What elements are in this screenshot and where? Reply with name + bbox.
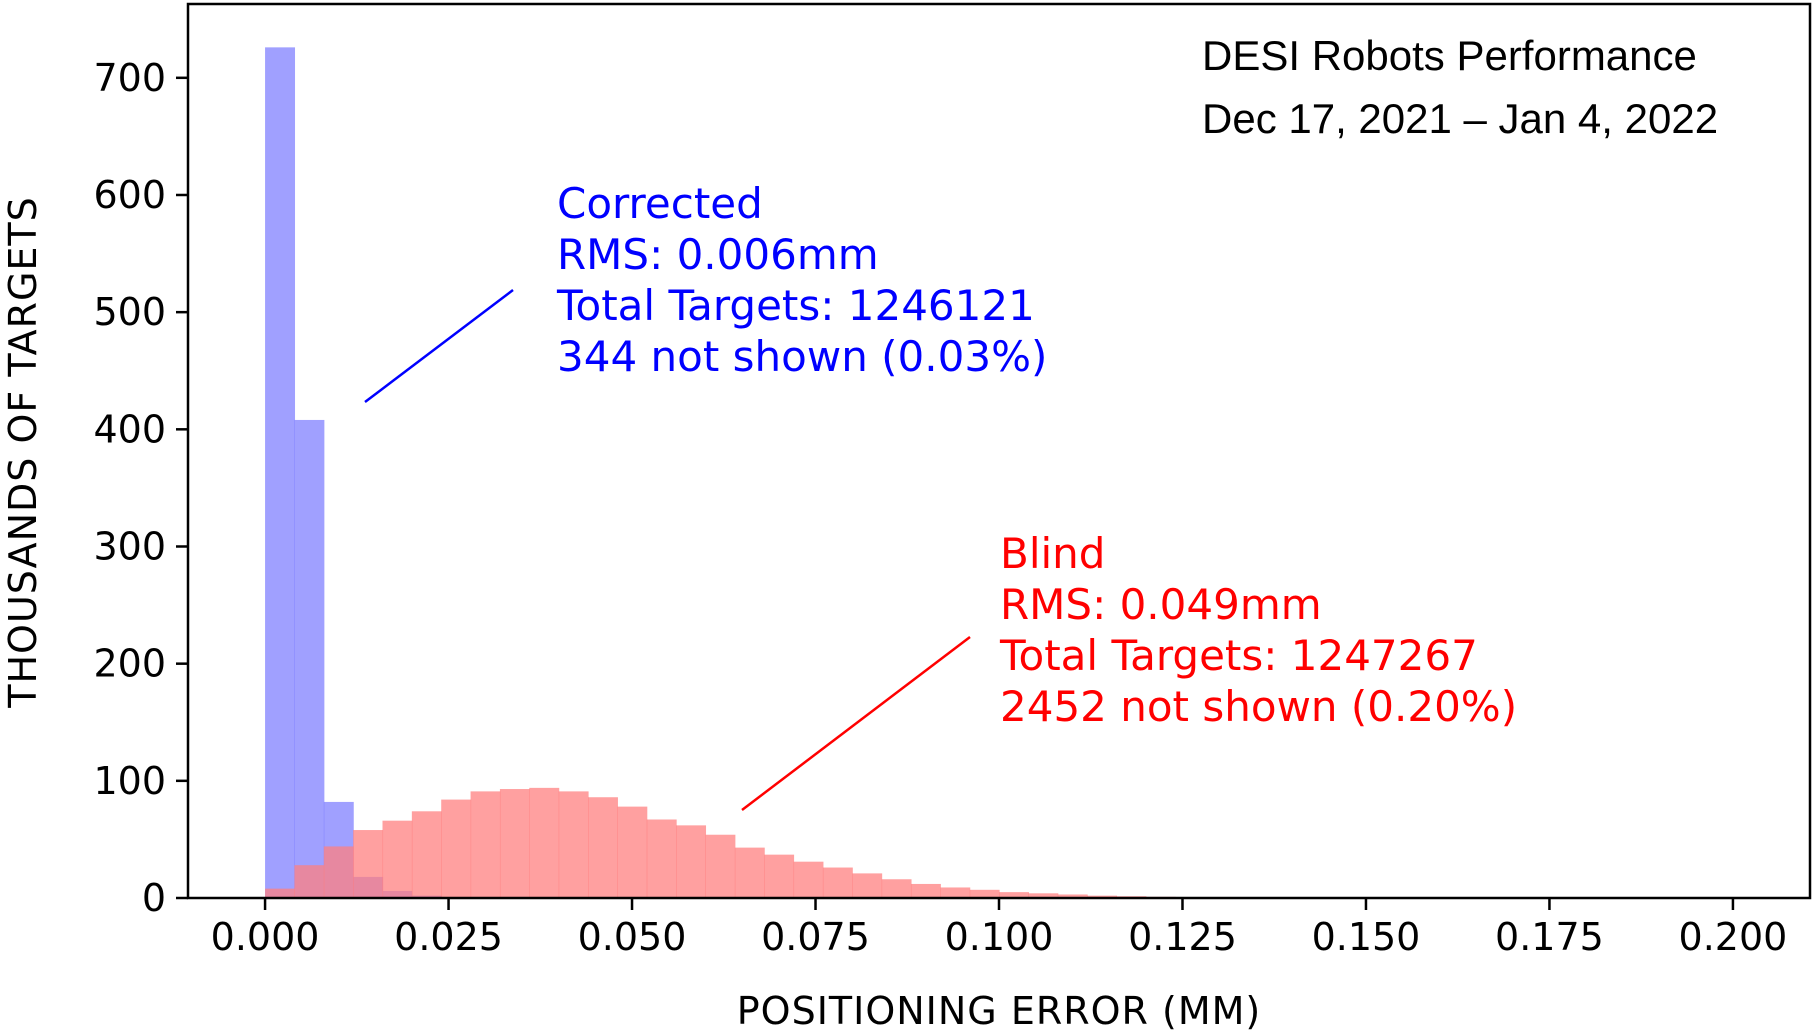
bar-blind-7	[470, 791, 501, 898]
y-tick-label-5: 500	[93, 290, 166, 334]
y-tick-label-3: 300	[93, 524, 166, 568]
bar-blind-26	[1028, 893, 1059, 898]
y-tick-label-1: 100	[93, 759, 166, 803]
y-tick-label-0: 0	[142, 876, 166, 920]
corrected-rms: RMS: 0.006mm	[557, 230, 879, 279]
blind-pointer-line	[741, 636, 971, 811]
y-axis-title: THOUSANDS OF TARGETS	[1, 196, 45, 709]
corrected-not-shown: 344 not shown (0.03%)	[557, 332, 1047, 381]
x-tick-label-6: 0.150	[1312, 915, 1421, 959]
x-tick-label-2: 0.050	[578, 915, 687, 959]
bar-blind-6	[441, 799, 472, 898]
blind-total: Total Targets: 1247267	[999, 631, 1478, 680]
y-tick-label-7: 700	[93, 56, 166, 100]
bar-blind-20	[852, 873, 883, 898]
bar-blind-4	[382, 820, 413, 898]
bar-blind-25	[999, 892, 1029, 898]
x-tick-label-5: 0.125	[1128, 915, 1237, 959]
bar-blind-2	[323, 846, 354, 898]
bar-blind-18	[793, 861, 824, 898]
bar-blind-0	[265, 888, 296, 898]
bar-blind-13	[646, 819, 677, 898]
corrected-total: Total Targets: 1246121	[556, 281, 1035, 330]
bar-blind-14	[676, 825, 707, 898]
y-tick-label-2: 200	[93, 642, 166, 686]
info-box: DESI Robots Performance Dec 17, 2021 – J…	[1202, 32, 1718, 142]
bar-blind-3	[353, 830, 384, 898]
corrected-label: Corrected	[557, 179, 763, 228]
bar-blind-9	[529, 787, 560, 898]
bars-blind-series	[265, 787, 1264, 898]
info-title: DESI Robots Performance	[1202, 32, 1697, 79]
x-tick-label-1: 0.025	[394, 915, 503, 959]
bar-blind-5	[411, 811, 442, 898]
x-tick-label-3: 0.075	[761, 915, 870, 959]
bar-blind-12	[617, 806, 648, 898]
corrected-annotation: Corrected RMS: 0.006mm Total Targets: 12…	[364, 179, 1047, 403]
blind-not-shown: 2452 not shown (0.20%)	[1000, 682, 1517, 731]
bar-blind-11	[587, 797, 618, 898]
bar-blind-8	[499, 789, 530, 898]
y-tick-label-6: 600	[93, 173, 166, 217]
bar-blind-24	[969, 889, 1000, 898]
bar-blind-21	[881, 879, 912, 898]
bar-corrected-1	[294, 419, 325, 898]
bar-blind-27	[1057, 894, 1088, 898]
bar-blind-1	[294, 865, 325, 898]
bar-blind-15	[705, 834, 736, 898]
y-axis: 0 100 200 300 400 500 600 700	[93, 56, 188, 920]
bar-blind-10	[558, 791, 589, 898]
x-tick-label-8: 0.200	[1679, 915, 1788, 959]
bar-blind-16	[734, 847, 765, 898]
x-tick-label-7: 0.175	[1495, 915, 1604, 959]
blind-rms: RMS: 0.049mm	[1000, 580, 1322, 629]
bar-blind-23	[940, 887, 971, 898]
x-axis: 0.000 0.025 0.050 0.075 0.100 0.125 0.150 0.175…	[211, 898, 1788, 959]
bars-corrected-series	[265, 47, 442, 899]
x-tick-label-4: 0.100	[945, 915, 1054, 959]
blind-annotation: Blind RMS: 0.049mm Total Targets: 124726…	[741, 529, 1517, 811]
bar-blind-19	[822, 867, 853, 898]
blind-label: Blind	[1000, 529, 1105, 578]
x-axis-title: POSITIONING ERROR (MM)	[737, 989, 1262, 1033]
y-tick-label-4: 400	[93, 407, 166, 451]
bar-corrected-0	[265, 47, 296, 899]
bar-blind-17	[764, 854, 795, 898]
corrected-pointer-line	[364, 289, 514, 403]
info-date-range: Dec 17, 2021 – Jan 4, 2022	[1202, 95, 1718, 142]
x-tick-label-0: 0.000	[211, 915, 320, 959]
bar-blind-22	[910, 883, 941, 898]
